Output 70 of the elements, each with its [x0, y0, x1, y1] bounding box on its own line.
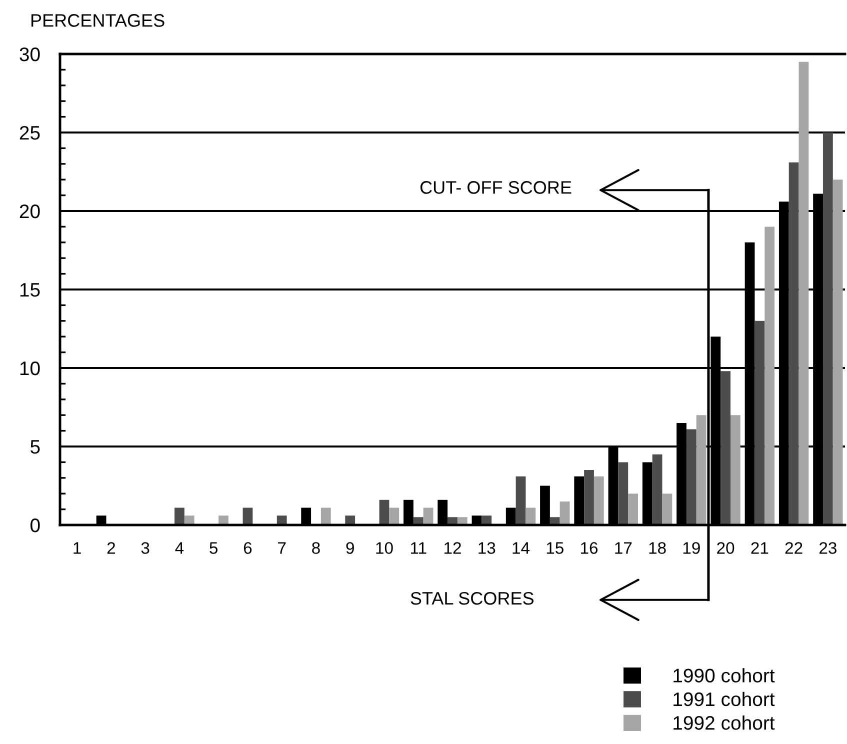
x-tick-label: 19 [683, 542, 700, 554]
y-tick-label: 0 [30, 518, 40, 532]
x-tick-label: 6 [244, 542, 252, 554]
x-tick-label: 11 [410, 542, 426, 554]
x-tick-label: 7 [278, 542, 286, 554]
bar [457, 517, 468, 525]
bar [276, 516, 287, 525]
bar [242, 508, 253, 525]
x-tick-label: 15 [546, 542, 564, 554]
x-tick-label: 2 [107, 542, 115, 554]
y-axis-title: PERCENTAGES [31, 14, 164, 27]
bar [662, 494, 672, 525]
bar [720, 371, 730, 525]
bar [174, 508, 184, 525]
bar [584, 470, 594, 525]
bar [730, 415, 740, 525]
bar [550, 517, 560, 525]
x-tick-label: 13 [478, 542, 496, 554]
bar [482, 516, 492, 525]
x-tick-label: 8 [312, 542, 320, 554]
bar [516, 476, 526, 525]
bar [696, 415, 706, 525]
bar [218, 516, 228, 525]
bar [413, 517, 424, 525]
y-tick-label: 15 [20, 283, 40, 297]
y-tick-label: 20 [20, 204, 40, 218]
bar [423, 508, 434, 525]
bar [686, 429, 696, 525]
x-tick-label: 17 [615, 542, 632, 554]
bar [788, 162, 799, 525]
x-tick-label: 4 [175, 542, 184, 554]
x-axis-title: STAL SCORES [410, 592, 534, 605]
bar [345, 516, 356, 525]
bar [320, 508, 331, 525]
x-tick-label: 16 [581, 542, 598, 554]
bar [526, 508, 536, 525]
x-tick-label: 9 [346, 542, 354, 554]
x-tick-label: 10 [376, 542, 393, 554]
x-tick-label: 22 [785, 542, 802, 554]
bar [184, 516, 194, 525]
y-tick-label: 10 [20, 361, 40, 376]
x-tick-label: 12 [444, 542, 461, 554]
x-tick-label: 5 [210, 542, 218, 554]
bar [389, 508, 400, 525]
y-tick-label: 30 [20, 47, 40, 62]
x-tick-label: 14 [512, 542, 530, 554]
y-tick-label: 5 [30, 440, 40, 454]
bar [822, 132, 833, 525]
x-tick-label: 20 [717, 542, 734, 554]
x-tick-label: 18 [649, 542, 666, 554]
bar [560, 501, 570, 525]
bar [448, 517, 458, 525]
bar [832, 180, 843, 525]
bar [652, 454, 662, 525]
legend-label: 1991 cohort [674, 692, 775, 706]
bar [628, 494, 638, 525]
x-tick-label: 23 [820, 542, 836, 554]
x-tick-label: 3 [141, 542, 150, 554]
legend-label: 1990 cohort [674, 668, 775, 682]
bar [754, 320, 765, 525]
bar [379, 500, 390, 525]
x-tick-label: 21 [751, 542, 768, 554]
x-tick-label: 1 [74, 542, 81, 554]
bar [798, 62, 809, 525]
bar [594, 476, 604, 525]
bar [764, 226, 775, 525]
y-tick-label: 25 [20, 126, 40, 140]
legend-label: 1992 cohort [674, 716, 775, 730]
annotation: CUT- OFF SCORE [420, 181, 572, 194]
bar [618, 462, 628, 525]
